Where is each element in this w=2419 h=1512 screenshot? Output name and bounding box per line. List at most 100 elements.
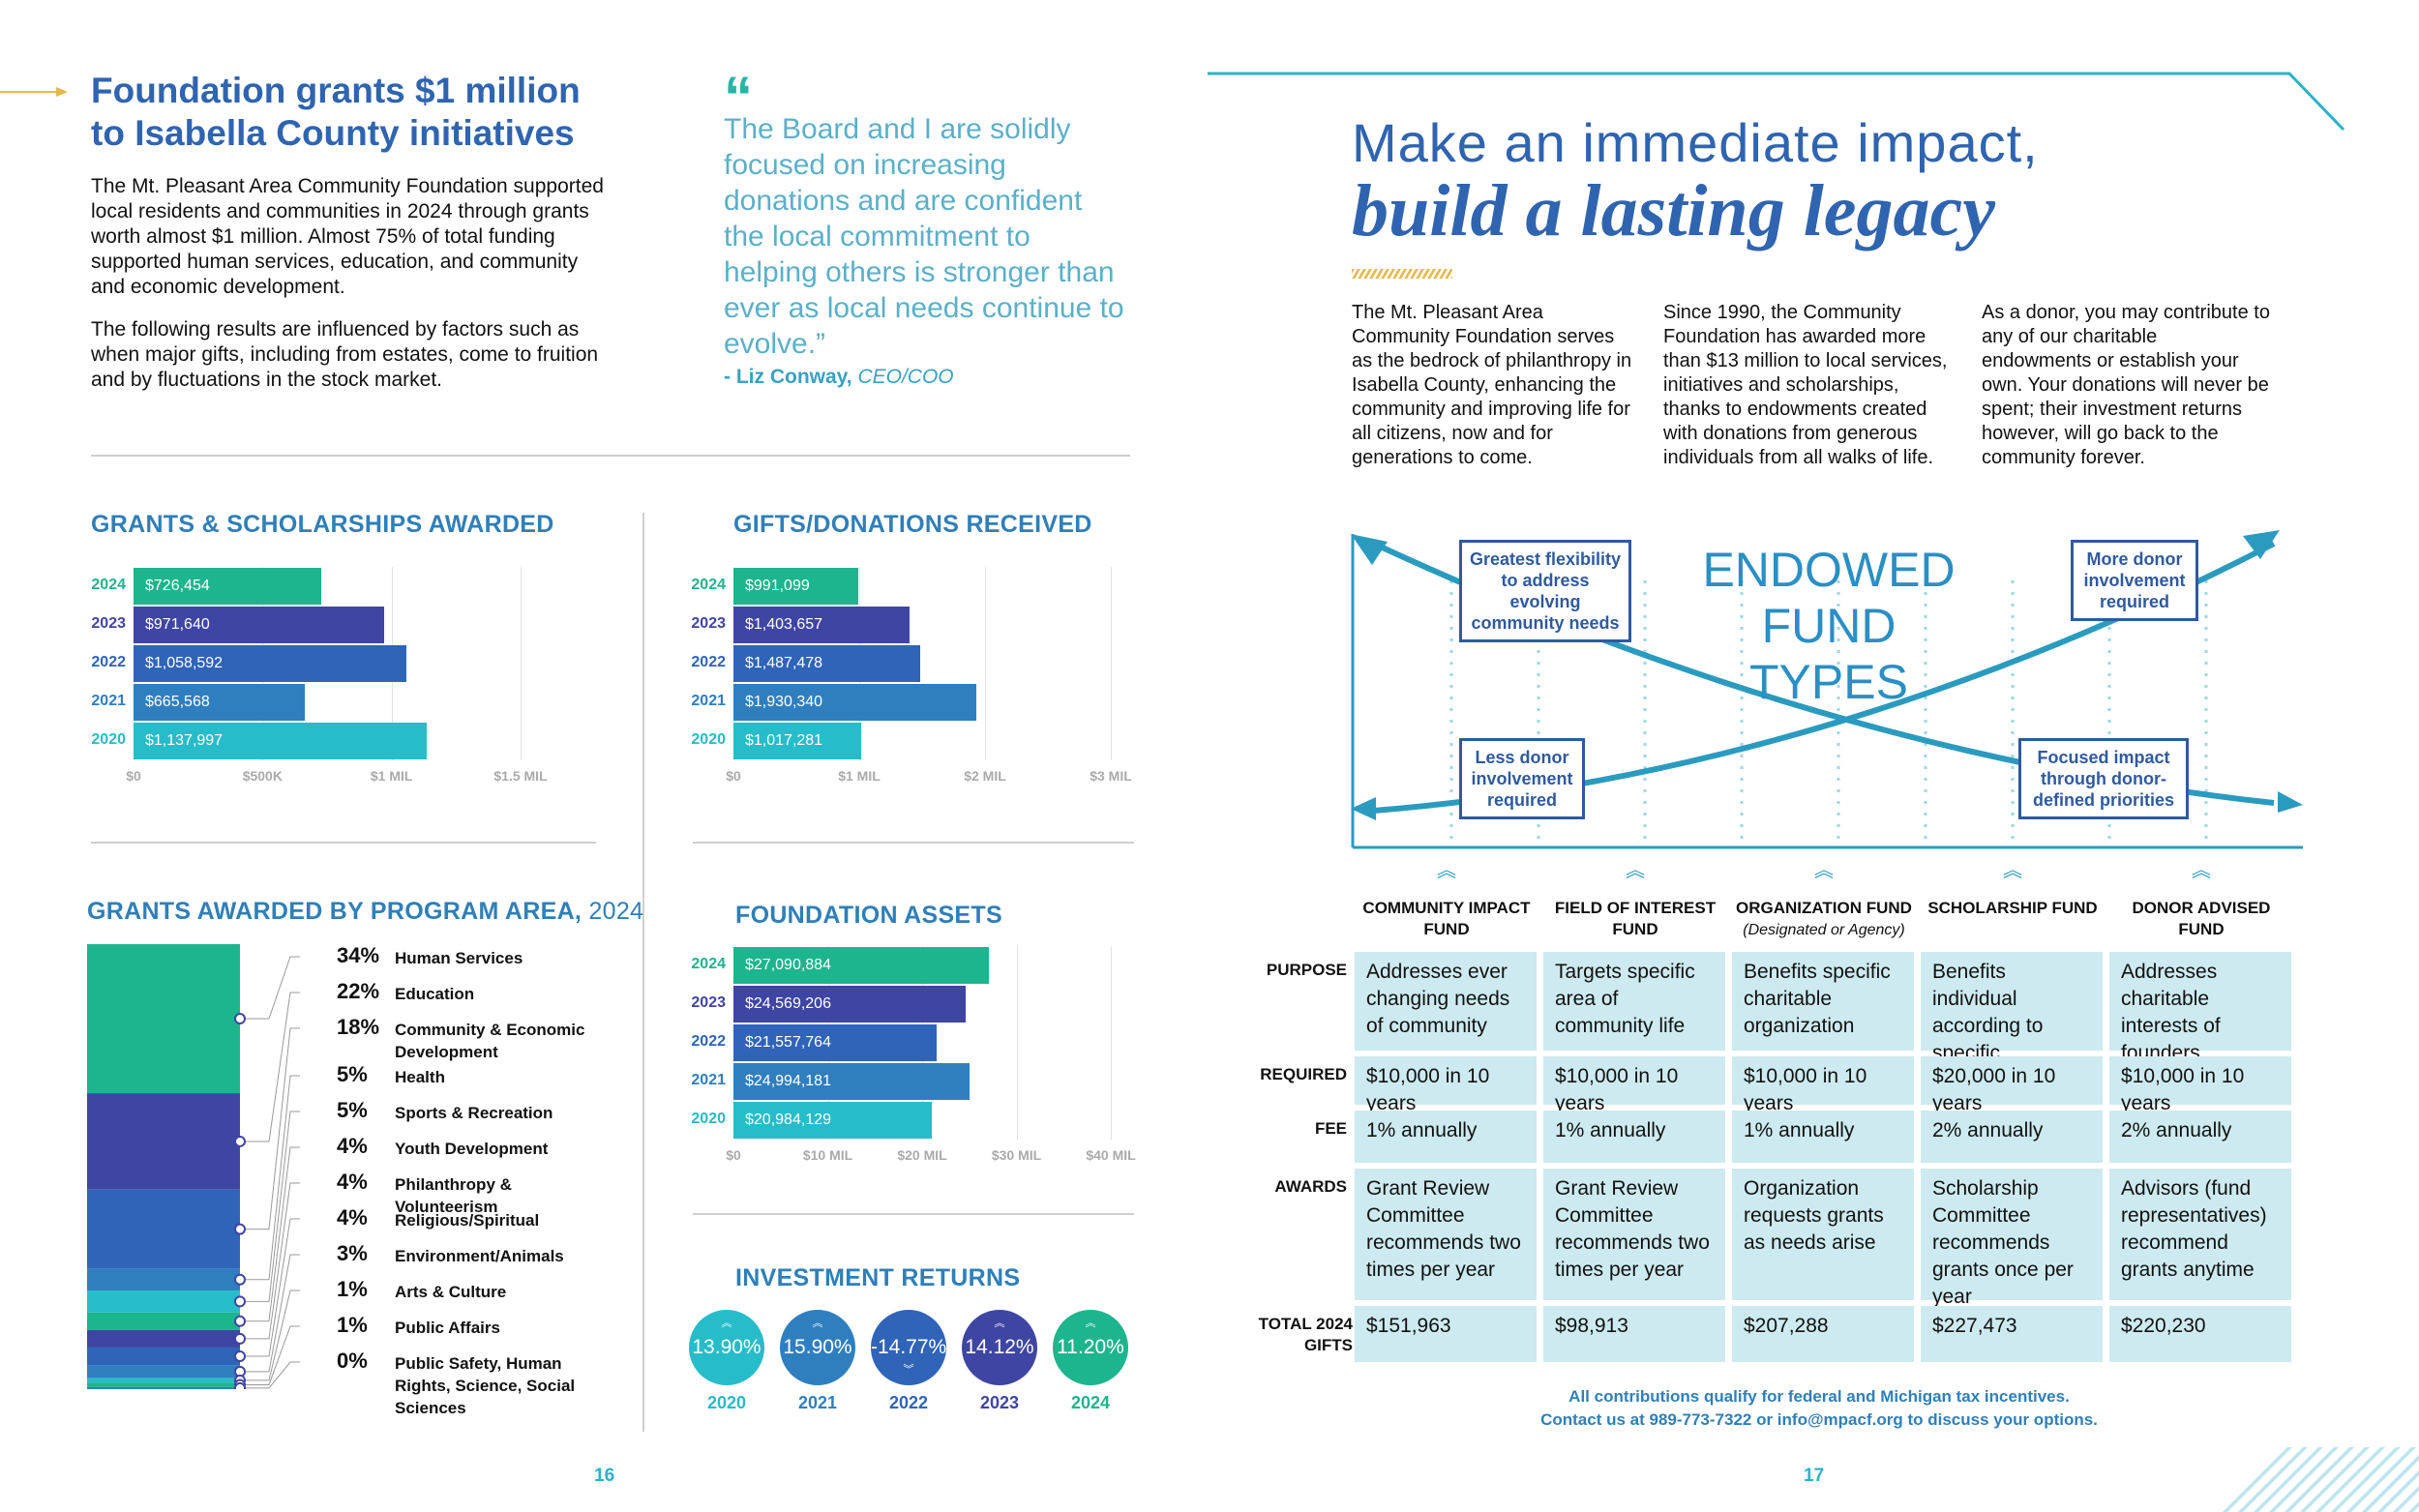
box-less-involvement: Less donor involvement required [1459,738,1585,819]
program-label: Sports & Recreation [395,1104,553,1122]
right-column-2: Since 1990, the Community Foundation has… [1663,302,1948,468]
bar: $21,557,764 [733,1024,938,1061]
y-tick-label: 2022 [91,654,126,670]
return-value: 14.12% [965,1336,1034,1358]
grants-chart-title: GRANTS & SCHOLARSHIPS AWARDED [91,511,554,538]
corner-stripes-decoration [2216,1447,2419,1512]
leader-dot [234,1332,246,1345]
program-percent: 1% [337,1313,368,1337]
divider [693,1213,1134,1215]
return-year: 2023 [979,1393,1020,1412]
y-tick-label: 2021 [691,1072,726,1088]
intro-paragraph-1: The Mt. Pleasant Area Community Foundati… [91,175,604,298]
program-label: Human Services [395,949,523,967]
program-segment [87,1290,240,1313]
leader-line [240,1075,300,1281]
table-cell: Benefits specific charitable organizatio… [1732,952,1914,1051]
header-line-decoration [1208,72,2345,132]
return-circle: 13.90% ︽ [689,1310,764,1385]
bar: $1,017,281 [733,723,862,759]
table-cell: $151,963 [1355,1306,1537,1362]
program-label: Health [395,1068,445,1086]
x-tick-label: $1.5 MIL [493,768,548,784]
fund-name: ORGANIZATION FUND [1736,899,1912,917]
fund-header: FIELD OF INTEREST FUND [1543,898,1727,940]
leader-dot [234,1350,246,1363]
program-label: Youth Development [395,1140,549,1158]
box-greatest-flexibility: Greatest flexibility to address evolving… [1459,540,1631,642]
program-segment [87,1382,240,1387]
y-tick-label: 2020 [691,1111,726,1127]
table-cell: $10,000 in 10 years [1732,1056,1914,1114]
row-label: AWARDS [1274,1177,1347,1196]
return-circle: 11.20% ︽ [1053,1310,1128,1385]
leader-dot [234,1135,246,1147]
program-segment [87,1093,240,1190]
program-percent: 4% [337,1205,368,1230]
program-area-chart: 34% Human Services 22% Education 18% Communit… [87,943,648,1417]
program-label: Arts & Culture [395,1283,507,1301]
chevron-down-icon: ︾ [903,1364,914,1376]
return-value: 11.20% [1057,1336,1124,1358]
quote-attribution: - Liz Conway, CEO/COO [724,366,954,388]
right-column-3: As a donor, you may contribute to any of… [1982,302,2270,468]
bar: $1,487,478 [733,645,921,682]
leader-line [240,1111,300,1302]
chevron-up-icon: ︽ [812,1318,823,1329]
fund-name: DONOR ADVISED FUND [2132,899,2271,938]
program-segment [87,1386,240,1389]
row-label: REQUIRED [1260,1065,1347,1083]
bar: $1,403,657 [733,607,911,643]
x-tick-label: $10 MIL [802,1147,853,1163]
program-chart-title: GRANTS AWARDED BY PROGRAM AREA, 2024 [87,898,644,925]
table-cell: 1% annually [1543,1111,1725,1163]
footer-tax-note: All contributions qualify for federal an… [1568,1387,2070,1406]
bar: $1,058,592 [134,645,407,682]
chevron-up-icon: ︽ [2192,860,2211,881]
chevron-up-icon: ︽ [1626,860,1645,881]
program-label: Public Safety, Human Rights, Science, So… [395,1354,576,1417]
table-cell: Targets specific area of community life [1543,952,1725,1051]
table-cell: $10,000 in 10 years [1355,1056,1537,1114]
arrow-icon [0,87,68,97]
x-tick-label: $1 MIL [370,768,413,784]
row-label: FEE [1314,1119,1347,1138]
gifts-bar-chart: $0 $1 MIL $2 MIL $3 MIL 2024 $991,099 2023 $1,4… [689,567,1144,799]
program-label: Public Affairs [395,1319,500,1337]
program-percent: 0% [337,1349,368,1373]
footer-note: All contributions qualify for federal an… [1335,1385,2303,1432]
table-cell: $227,473 [1921,1306,2103,1362]
row-label: PURPOSE [1266,961,1347,979]
fund-header: COMMUNITY IMPACT FUND [1355,898,1538,940]
table-cell: $20,000 in 10 years [1921,1056,2103,1114]
table-cell: Addresses charitable interests of founde… [2109,952,2291,1064]
table-cell: Benefits individual according to specifi… [1921,952,2103,1091]
leader-line [240,1361,300,1389]
page-title: Foundation grants $1 million to Isabella… [91,71,581,153]
assets-bar-chart: $0 $10 MIL $20 MIL $30 MIL $40 MIL 2024 $27,09… [689,946,1144,1178]
y-tick-label: 2023 [91,615,126,632]
table-cell: $10,000 in 10 years [2109,1056,2291,1114]
row-label: TOTAL 2024 GIFTS [1258,1315,1353,1354]
x-tick-label: $40 MIL [1086,1147,1136,1163]
y-tick-label: 2024 [691,956,726,972]
fund-header: ORGANIZATION FUND (Designated or Agency) [1732,898,1916,941]
program-stacked-bar [87,944,300,1389]
y-tick-label: 2020 [691,731,726,748]
right-column-1: The Mt. Pleasant Area Community Foundati… [1352,302,1632,468]
table-cell: $10,000 in 10 years [1543,1056,1725,1114]
table-cell: Grant Review Committee recommends two ti… [1543,1169,1725,1300]
page-number-left: 16 [594,1466,615,1486]
x-tick-label: $3 MIL [1090,768,1132,784]
gridline [521,567,522,760]
program-segment [87,1189,240,1269]
program-segment [87,1312,240,1330]
y-tick-label: 2020 [91,731,126,748]
bar: $991,099 [733,568,858,605]
chevron-up-icon: ︽ [1437,860,1456,881]
leader-dot [234,1273,246,1286]
table-cell: Scholarship Committee recommends grants … [1921,1169,2103,1308]
leader-line [240,992,300,1142]
return-year: 2022 [888,1393,929,1412]
table-cell: Grant Review Committee recommends two ti… [1355,1169,1537,1300]
